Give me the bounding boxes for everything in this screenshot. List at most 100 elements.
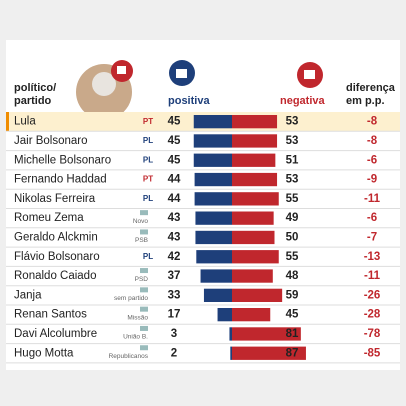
positive-bar	[217, 308, 232, 322]
negative-value: 59	[286, 289, 299, 301]
negative-bar	[232, 250, 279, 264]
politician-name: Jair Bolsonaro	[14, 135, 88, 147]
negative-bar	[232, 346, 306, 360]
party-logo	[140, 229, 148, 235]
party-label: PL	[143, 136, 153, 145]
negative-bar	[232, 230, 275, 245]
photo-face	[92, 72, 116, 96]
politician-name: Fernando Haddad	[14, 174, 107, 186]
positive-value: 43	[168, 212, 181, 224]
difference-value: -11	[364, 270, 381, 282]
negative-value: 53	[286, 116, 299, 128]
positive-value: 33	[168, 289, 181, 301]
negative-bar	[232, 172, 278, 187]
negative-value: 81	[286, 328, 299, 340]
positive-value: 45	[168, 116, 181, 128]
difference-value: -78	[364, 328, 381, 340]
party-label: PT	[143, 117, 153, 126]
positive-value: 44	[168, 193, 181, 205]
party-label: PSB	[135, 237, 148, 244]
difference-value: -26	[364, 289, 381, 301]
party-label: PL	[143, 155, 153, 164]
party-label: União B.	[123, 334, 148, 341]
party-logo	[140, 345, 148, 351]
header-difference: diferença	[346, 82, 396, 94]
header-party: partido	[14, 95, 52, 107]
header-negative: negativa	[280, 95, 326, 107]
difference-value: -9	[367, 174, 377, 186]
party-label: PSD	[135, 276, 149, 283]
positive-bar	[203, 288, 232, 302]
difference-value: -13	[364, 251, 381, 263]
positive-value: 42	[168, 251, 181, 263]
party-label: sem partido	[114, 295, 148, 302]
party-logo	[140, 210, 148, 216]
header-positive: positiva	[168, 95, 210, 107]
positive-value: 44	[168, 174, 181, 186]
difference-value: -8	[367, 116, 378, 128]
negative-bar	[232, 153, 276, 167]
negative-value: 53	[286, 174, 299, 186]
difference-value: -28	[364, 309, 381, 321]
positive-value: 43	[168, 231, 181, 243]
party-label: PT	[143, 175, 153, 184]
difference-value: -85	[364, 347, 381, 359]
positive-bar	[230, 346, 232, 360]
negative-value: 48	[286, 270, 299, 282]
negative-value: 55	[286, 251, 299, 263]
negative-bar	[232, 308, 271, 322]
positive-bar	[195, 230, 232, 245]
negative-value: 55	[286, 193, 299, 205]
positive-value: 45	[168, 154, 181, 166]
negative-value: 53	[286, 135, 299, 147]
politician-name: Nikolas Ferreira	[14, 193, 96, 205]
negative-value: 87	[286, 347, 299, 359]
politician-name: Hugo Motta	[14, 347, 74, 359]
politician-name: Geraldo Alckmin	[14, 231, 98, 243]
politician-name: Romeu Zema	[14, 212, 84, 224]
politician-name: Michelle Bolsonaro	[14, 154, 111, 166]
party-logo	[140, 325, 148, 331]
highlight-bar	[6, 112, 9, 132]
thumb-glyph	[176, 69, 187, 78]
difference-value: -6	[367, 154, 377, 166]
negative-bar	[232, 288, 283, 302]
positive-bar	[193, 134, 232, 148]
negative-bar	[232, 115, 278, 129]
negative-bar	[232, 269, 273, 283]
thumb-glyph	[117, 66, 126, 74]
positive-bar	[196, 250, 232, 264]
politician-name: Flávio Bolsonaro	[14, 251, 100, 263]
positive-bar	[195, 211, 232, 225]
negative-bar	[232, 134, 278, 148]
header-difference: em p.p.	[346, 95, 385, 107]
politician-name: Renan Santos	[14, 309, 87, 321]
party-logo	[140, 287, 148, 293]
party-label: PL	[143, 252, 153, 261]
positive-bar	[229, 327, 232, 341]
thumb-glyph	[304, 70, 315, 79]
positive-bar	[194, 172, 232, 187]
positive-value: 37	[168, 270, 181, 282]
header-politician: político/	[14, 82, 56, 94]
party-logo	[140, 306, 148, 312]
politician-name: Davi Alcolumbre	[14, 328, 97, 340]
negative-value: 45	[286, 309, 299, 321]
party-label: Novo	[133, 218, 149, 225]
politician-name: Janja	[14, 289, 42, 301]
positive-value: 45	[168, 135, 181, 147]
negative-bar	[232, 327, 301, 341]
negative-bar	[232, 211, 274, 225]
positive-value: 2	[171, 347, 177, 359]
difference-value: -6	[367, 212, 377, 224]
positive-value: 17	[168, 309, 181, 321]
positive-bar	[193, 153, 232, 167]
party-label: PL	[143, 194, 153, 203]
politician-name: Lula	[14, 116, 36, 128]
negative-bar	[232, 192, 279, 206]
difference-value: -8	[367, 135, 378, 147]
difference-value: -11	[364, 193, 381, 205]
negative-value: 51	[286, 154, 299, 166]
party-label: Republicanos	[109, 353, 149, 360]
